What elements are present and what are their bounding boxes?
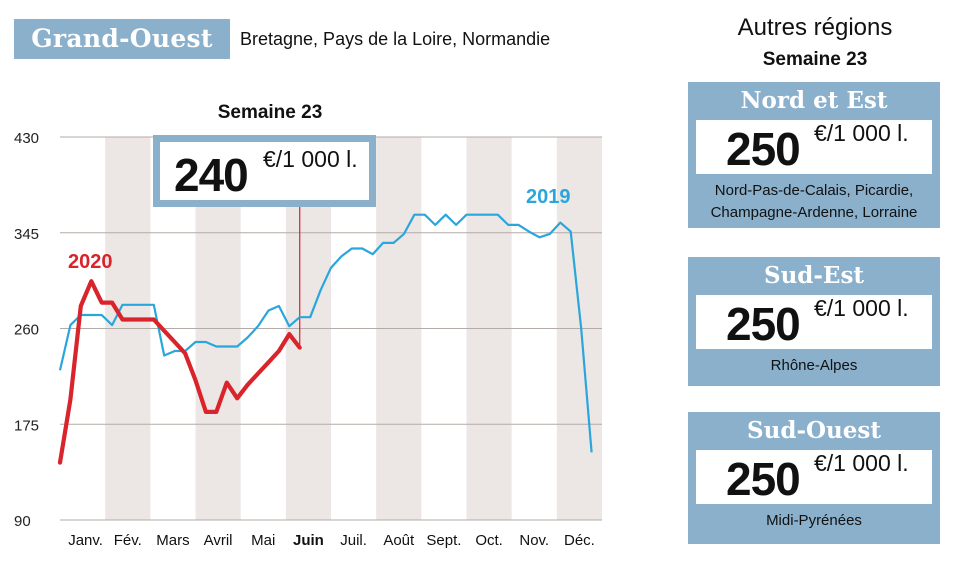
- x-tick-label: Mai: [251, 532, 275, 549]
- region-card-unit: €/1 000 l.: [814, 450, 909, 476]
- region-card-sud-est: Sud-Est 250 €/1 000 l. Rhône-Alpes: [688, 257, 940, 386]
- series-2020-label: 2020: [68, 251, 113, 273]
- x-tick-label: Fév.: [114, 532, 142, 549]
- x-tick-label: Mars: [156, 532, 189, 549]
- region-subtitle: Bretagne, Pays de la Loire, Normandie: [240, 29, 551, 49]
- region-card-unit: €/1 000 l.: [814, 295, 909, 321]
- y-tick-label: 260: [14, 322, 39, 339]
- region-card-unit: €/1 000 l.: [814, 120, 909, 146]
- region-title: Grand-Ouest: [14, 19, 230, 59]
- x-tick-label: Sept.: [426, 532, 461, 549]
- week-label: Semaine 23: [217, 102, 323, 123]
- series-2020-line: [57, 279, 302, 465]
- current-price-unit: €/1 000 l.: [263, 146, 358, 172]
- current-price-value: 240: [174, 149, 249, 201]
- region-card-nord-est: Nord et Est 250 €/1 000 l. Nord-Pas-de-C…: [688, 82, 940, 228]
- x-tick-label: Juil.: [340, 532, 367, 549]
- y-tick-label: 430: [14, 130, 39, 147]
- region-card-price: 250: [726, 453, 801, 505]
- y-tick-label: 90: [14, 513, 31, 530]
- y-tick-label: 345: [14, 226, 39, 243]
- other-regions-week: Semaine 23: [762, 49, 868, 70]
- y-tick-label: 175: [14, 417, 39, 434]
- other-regions-title: Autres régions: [737, 14, 893, 41]
- series-2019-label: 2019: [526, 186, 571, 208]
- region-card-desc-line2: Champagne-Ardenne, Lorraine: [710, 204, 918, 221]
- region-card-title: Sud-Est: [763, 262, 865, 289]
- region-card-desc-line1: Nord-Pas-de-Calais, Picardie,: [714, 182, 914, 199]
- x-tick-label: Juin: [293, 532, 324, 549]
- x-tick-label: Oct.: [475, 532, 503, 549]
- region-card-title: Nord et Est: [740, 87, 888, 114]
- x-tick-label: Nov.: [519, 532, 549, 549]
- region-card-sud-ouest: Sud-Ouest 250 €/1 000 l. Midi-Pyrénées: [688, 412, 940, 544]
- current-price-box: 240 €/1 000 l.: [153, 135, 376, 207]
- region-card-title: Sud-Ouest: [747, 417, 881, 444]
- x-tick-label: Janv.: [68, 532, 103, 549]
- region-card-price: 250: [726, 298, 801, 350]
- region-card-desc-line1: Midi-Pyrénées: [766, 512, 862, 529]
- x-tick-label: Déc.: [564, 532, 595, 549]
- region-card-price: 250: [726, 123, 801, 175]
- region-card-desc-line1: Rhône-Alpes: [770, 357, 858, 374]
- x-tick-label: Avril: [204, 532, 233, 549]
- x-tick-label: Août: [383, 532, 415, 549]
- series-2019-line: [58, 213, 593, 453]
